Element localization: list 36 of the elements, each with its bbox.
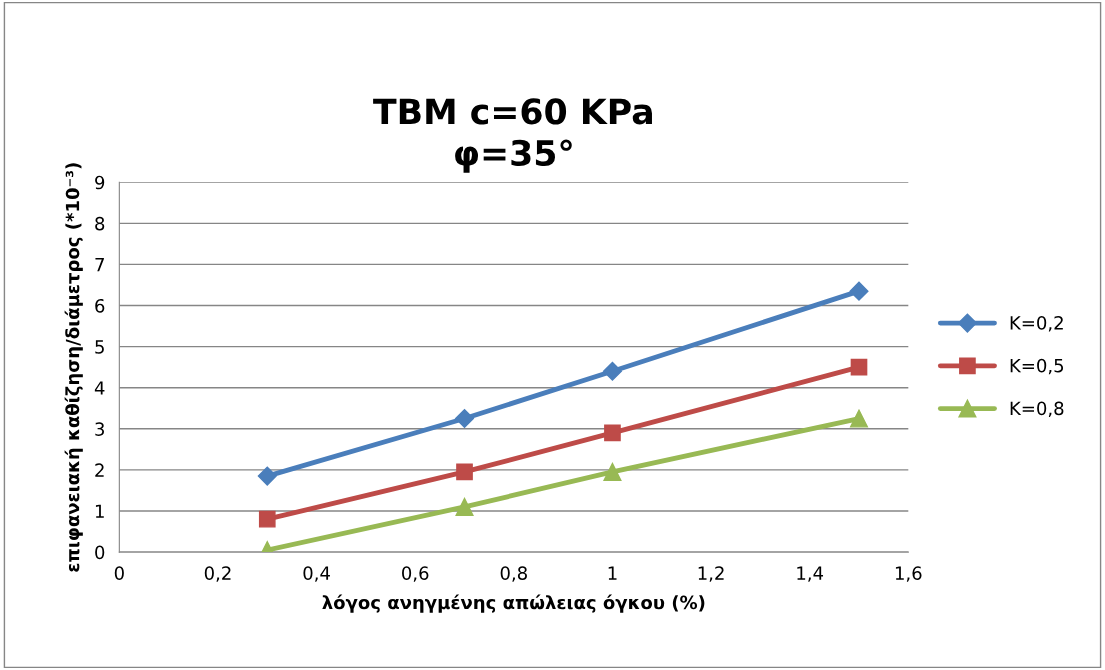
y-tick-label: 0 (95, 545, 105, 560)
point (602, 361, 622, 381)
point (849, 409, 869, 428)
y-tick-label: 9 (95, 175, 105, 190)
y-tick-label: 2 (95, 463, 104, 477)
y-tick-label: 3 (95, 422, 104, 436)
y-tick-label: 4 (94, 381, 105, 395)
x-tick-label: 1,2 (698, 566, 724, 582)
legend-label: K=0,2 (1010, 315, 1063, 332)
y-tick-label: 7 (95, 258, 104, 272)
point (849, 281, 869, 301)
point (603, 462, 622, 481)
x-tick-label: 0,2 (204, 566, 231, 582)
point (455, 497, 474, 516)
x-tick-label: 0,8 (500, 566, 527, 582)
legend-label: K=0,8 (1010, 401, 1064, 417)
x-tick-label: 0,6 (402, 566, 429, 582)
point (604, 424, 621, 442)
x-axis-title: λόγος ανηγμένης απώλειας όγκου (%) (322, 594, 705, 613)
y-axis-title: επιφανειακή καθίζηση/διάμετρος (*10⁻³) (64, 163, 83, 572)
x-tick-label: 0,4 (303, 566, 330, 582)
x-tick-label: 0 (114, 566, 124, 580)
x-tick-label: 1,6 (895, 566, 922, 582)
chart-title: TBM c=60 KPa φ=35° (373, 98, 652, 173)
x-tick-label: 1 (608, 566, 617, 580)
point (456, 463, 473, 481)
y-tick-label: 6 (95, 298, 105, 313)
point (454, 408, 475, 429)
legend-label: K=0,5 (1010, 358, 1064, 375)
point (850, 358, 868, 376)
point (258, 510, 276, 528)
x-tick-label: 1,4 (797, 566, 824, 582)
y-tick-label: 1 (95, 504, 104, 518)
y-tick-label: 5 (95, 340, 104, 354)
point (257, 466, 277, 486)
y-tick-label: 8 (95, 216, 105, 231)
